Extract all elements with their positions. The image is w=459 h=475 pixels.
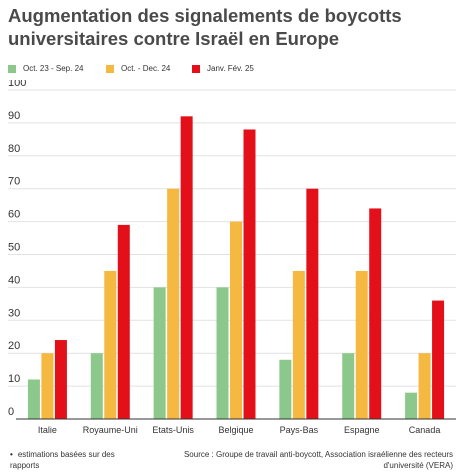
bar-etats-unis-series-0 — [153, 287, 166, 419]
bar-canada-series-2 — [432, 300, 445, 419]
bar-belgique-series-0 — [216, 287, 229, 419]
bar-espagne-series-2 — [369, 208, 382, 419]
y-tick-label: 0 — [8, 406, 14, 418]
legend-item-janv-fev25: Janv. Fév. 25 — [192, 64, 254, 73]
bar-pays-bas-series-1 — [292, 270, 305, 419]
y-tick-label: 60 — [8, 209, 20, 221]
y-tick-label: 80 — [8, 143, 20, 155]
legend-item-oct23-sep24: Oct. 23 - Sep. 24 — [8, 64, 83, 73]
x-tick-label: Royaume-Uni — [83, 425, 138, 435]
bar-etats-unis-series-2 — [180, 116, 193, 419]
bar-italie-series-1 — [41, 353, 54, 419]
bar-pays-bas-series-2 — [306, 188, 319, 419]
x-tick-label: Belgique — [218, 425, 253, 435]
y-tick-label: 50 — [8, 242, 20, 254]
bar-italie-series-2 — [54, 340, 67, 419]
bar-chart: 0 10 20 30 40 50 60 70 80 90 100 Italie Royaume-Uni E… — [8, 80, 456, 435]
bar-royaume-uni-series-0 — [90, 353, 103, 419]
footnote: • estimations basées sur des rapports — [10, 449, 140, 471]
y-tick-label: 70 — [8, 176, 20, 188]
bar-espagne-series-0 — [342, 353, 355, 419]
bar-royaume-uni-series-2 — [117, 224, 130, 419]
x-tick-label: Etats-Unis — [152, 425, 194, 435]
y-tick-label: 30 — [8, 307, 20, 319]
footnote-text: estimations basées sur des rapports — [10, 450, 115, 470]
x-tick-label: Espagne — [344, 425, 380, 435]
chart-title: Augmentation des signalements de boycott… — [8, 5, 402, 49]
x-tick-label: Canada — [409, 425, 441, 435]
bar-espagne-series-1 — [355, 270, 368, 419]
legend-swatch-green — [8, 64, 16, 73]
x-tick-label: Italie — [38, 425, 57, 435]
x-tick-label: Pays-Bas — [280, 425, 319, 435]
legend-label: Oct. - Dec. 24 — [121, 64, 171, 73]
legend-label: Janv. Fév. 25 — [207, 64, 254, 73]
bar-canada-series-0 — [405, 392, 418, 419]
y-tick-label: 100 — [8, 80, 26, 89]
legend: Oct. 23 - Sep. 24 Oct. - Dec. 24 Janv. F… — [0, 64, 459, 78]
bar-belgique-series-2 — [243, 129, 256, 420]
y-tick-label: 90 — [8, 110, 20, 122]
bar-etats-unis-series-1 — [167, 188, 180, 419]
bar-italie-series-0 — [27, 379, 40, 419]
footnote-bullet: • — [10, 450, 13, 459]
bar-pays-bas-series-0 — [279, 359, 292, 419]
source-note: Source : Groupe de travail anti-boycott,… — [183, 450, 453, 470]
legend-label: Oct. 23 - Sep. 24 — [23, 64, 84, 73]
y-tick-label: 20 — [8, 340, 20, 352]
legend-item-oct-dec24: Oct. - Dec. 24 — [106, 64, 170, 73]
legend-swatch-red — [192, 64, 200, 73]
bar-royaume-uni-series-1 — [104, 270, 117, 419]
bar-canada-series-1 — [418, 353, 431, 419]
legend-swatch-orange — [106, 64, 114, 73]
y-tick-label: 40 — [8, 274, 20, 286]
y-tick-label: 10 — [8, 373, 20, 385]
bar-belgique-series-1 — [230, 221, 242, 419]
